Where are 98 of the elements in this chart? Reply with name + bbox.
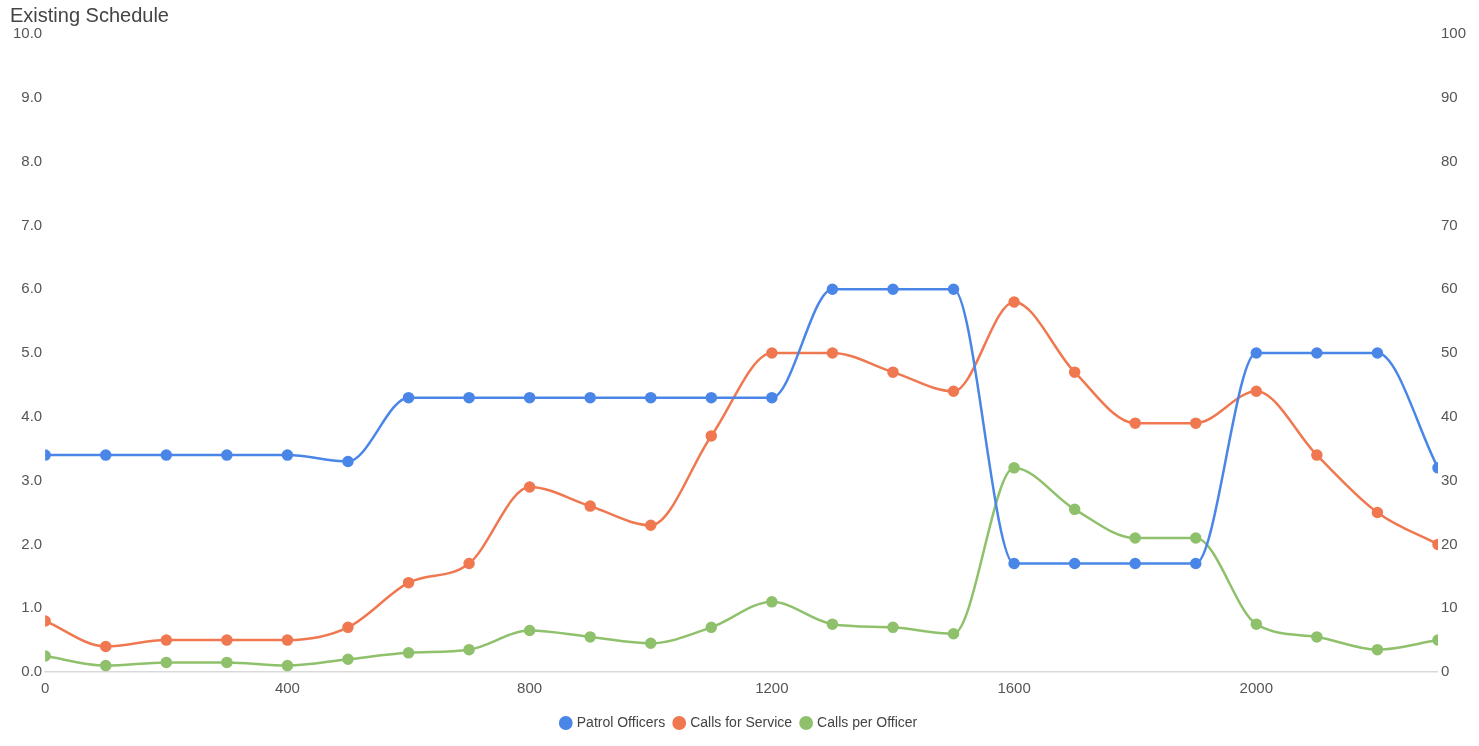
point: [100, 640, 112, 653]
point: [705, 430, 718, 442]
legend-label: Patrol Officers: [576, 713, 666, 730]
point: [1008, 296, 1020, 308]
point: [645, 637, 657, 650]
point: [281, 449, 294, 461]
point: [1311, 631, 1323, 643]
point: [1068, 557, 1081, 570]
y2-tick-label: 20: [1440, 534, 1458, 552]
point: [1371, 506, 1384, 519]
point: [402, 576, 415, 589]
point: [1190, 417, 1202, 429]
y2-tick-label: 80: [1440, 151, 1458, 169]
legend-label: Calls per Officer: [817, 713, 918, 730]
point: [342, 621, 354, 634]
y-tick-label: 2.0: [21, 534, 43, 552]
point: [766, 347, 778, 359]
point: [463, 557, 475, 570]
point: [1371, 643, 1384, 656]
point: [766, 596, 778, 608]
point: [705, 391, 718, 404]
point: [645, 519, 657, 532]
y2-tick-label: 60: [1440, 279, 1458, 297]
y2-tick-label: 30: [1440, 470, 1458, 488]
point: [947, 385, 960, 398]
point: [160, 634, 173, 646]
legend-label: Calls for Service: [690, 713, 793, 730]
point: [1190, 532, 1202, 544]
y2-tick-label: 90: [1440, 87, 1458, 105]
point: [523, 624, 536, 637]
point: [887, 621, 899, 634]
point: [523, 391, 536, 404]
point: [1311, 347, 1323, 359]
point: [463, 391, 475, 404]
x-tick-label: 400: [274, 679, 300, 697]
point: [281, 634, 294, 646]
point: [766, 391, 778, 404]
point: [1129, 532, 1141, 544]
point: [402, 647, 415, 659]
y-tick-label: 3.0: [21, 470, 43, 488]
point: [523, 481, 536, 493]
y-tick-label: 6.0: [21, 279, 43, 297]
point: [1008, 557, 1020, 570]
y2-tick-label: 0: [1440, 662, 1450, 680]
x-tick-label: 0: [41, 679, 50, 697]
point: [1250, 618, 1263, 630]
point: [887, 366, 899, 378]
point: [1129, 417, 1141, 429]
point: [160, 656, 173, 669]
x-tick-label: 800: [517, 679, 543, 697]
chart-title: Existing Schedule: [10, 3, 169, 26]
y-tick-label: 8.0: [21, 151, 43, 169]
point: [1371, 347, 1384, 359]
y2-tick-label: 40: [1440, 406, 1458, 424]
y-tick-label: 7.0: [21, 215, 43, 233]
point: [1068, 366, 1081, 378]
point: [1250, 347, 1263, 359]
point: [947, 283, 960, 295]
point: [342, 653, 354, 665]
point: [1008, 462, 1020, 474]
point: [645, 391, 657, 404]
point: [584, 391, 596, 404]
y-tick-label: 0.0: [21, 662, 43, 680]
y2-tick-label: 50: [1440, 343, 1458, 361]
y2-tick-label: 70: [1440, 215, 1458, 233]
point: [221, 656, 233, 669]
point: [402, 391, 415, 404]
point: [342, 455, 354, 468]
point: [584, 500, 596, 512]
point: [705, 621, 718, 634]
point: [1311, 449, 1323, 461]
y-tick-label: 10.0: [12, 24, 43, 42]
point: [100, 449, 112, 461]
point: [463, 643, 475, 656]
y-tick-label: 5.0: [21, 343, 43, 361]
x-tick-label: 1600: [997, 679, 1031, 697]
point: [1190, 557, 1202, 570]
point: [826, 618, 839, 630]
point: [1129, 557, 1141, 570]
point: [221, 634, 233, 646]
point: [221, 449, 233, 461]
point: [160, 449, 173, 461]
point: [1068, 503, 1081, 516]
y-tick-label: 1.0: [21, 598, 43, 616]
point: [1250, 385, 1263, 398]
y-tick-label: 4.0: [21, 406, 43, 424]
point: [281, 659, 294, 672]
point: [584, 631, 596, 643]
point: [100, 659, 112, 672]
point: [887, 283, 899, 295]
point: [826, 283, 839, 295]
y2-tick-label: 10: [1440, 598, 1458, 616]
x-tick-label: 2000: [1239, 679, 1273, 697]
point: [947, 627, 960, 640]
point: [826, 347, 839, 359]
x-tick-label: 1200: [755, 679, 789, 697]
y-tick-label: 9.0: [21, 87, 43, 105]
y2-tick-label: 100: [1440, 24, 1466, 42]
